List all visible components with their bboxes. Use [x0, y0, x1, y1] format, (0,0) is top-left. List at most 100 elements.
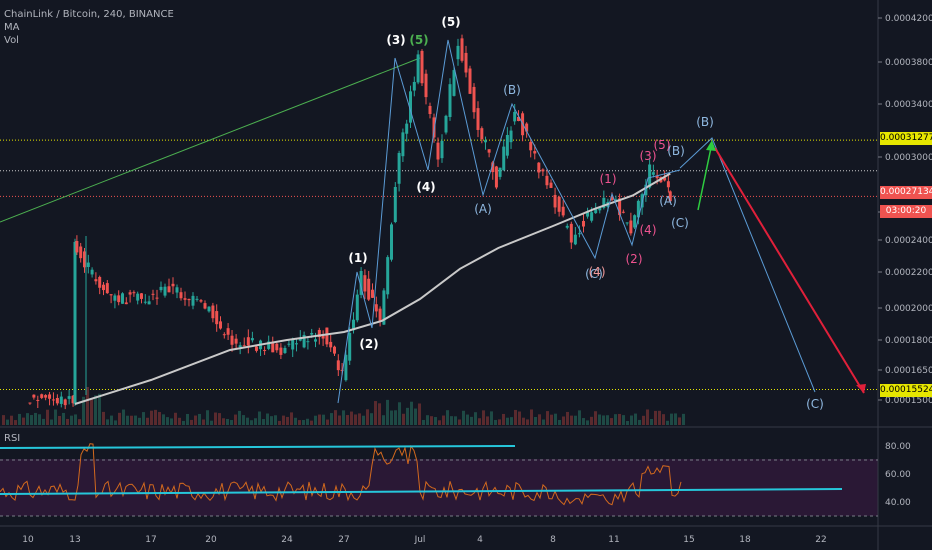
- candle-body: [448, 84, 452, 117]
- candle-body: [359, 271, 363, 295]
- candle-body: [374, 304, 378, 312]
- candle-body: [487, 149, 491, 153]
- symbol-title: ChainLink / Bitcoin, 240, BINANCE: [4, 9, 174, 20]
- volume-bar: [130, 415, 133, 425]
- candle-body: [483, 140, 487, 143]
- resistance-price-tag: 0.00031277: [880, 132, 932, 145]
- volume-bar: [578, 410, 581, 425]
- volume-bar: [206, 410, 209, 425]
- vol-indicator-label[interactable]: Vol: [4, 35, 19, 46]
- candle-body: [533, 151, 537, 154]
- volume-bar: [122, 409, 125, 425]
- volume-bar: [434, 417, 437, 425]
- candle-body: [325, 327, 329, 345]
- candle-body: [436, 142, 440, 160]
- volume-bar: [674, 413, 677, 425]
- countdown-tag: 03:00:20: [880, 205, 932, 218]
- volume-bar: [566, 411, 569, 425]
- wave-label: (5): [654, 138, 671, 152]
- candle-body: [230, 335, 234, 345]
- candle-body: [393, 186, 397, 223]
- candle-body: [586, 211, 590, 217]
- volume-bar: [490, 411, 493, 425]
- candle-body: [215, 311, 219, 325]
- volume-bar: [570, 415, 573, 425]
- volume-bar: [678, 417, 681, 425]
- candle-body: [456, 45, 460, 60]
- candle-body: [275, 343, 279, 351]
- candle-body: [378, 308, 382, 322]
- volume-bar: [70, 415, 73, 425]
- candle-body: [529, 141, 533, 151]
- volume-bar: [494, 419, 497, 425]
- volume-bar: [234, 414, 237, 425]
- volume-bar: [386, 399, 389, 425]
- volume-bar: [358, 413, 361, 425]
- rsi-tick-label: 40.00: [885, 498, 911, 508]
- candle-body: [279, 347, 283, 355]
- candle-body: [211, 305, 215, 319]
- volume-bar: [594, 411, 597, 425]
- volume-bar: [118, 412, 121, 425]
- candle-body: [432, 117, 436, 138]
- candle-body: [651, 172, 655, 175]
- candle-body: [444, 115, 448, 133]
- candle-body: [203, 303, 207, 309]
- volume-bar: [482, 410, 485, 425]
- candle-body: [306, 341, 310, 343]
- volume-bar: [602, 415, 605, 425]
- volume-bar: [202, 419, 205, 425]
- volume-bar: [78, 419, 81, 425]
- wave-label: (3): [640, 149, 657, 163]
- wave-label: (B): [503, 83, 521, 97]
- volume-bar: [26, 413, 29, 425]
- x-tick-label: 8: [550, 535, 556, 545]
- support-price-tag: 0.00015524: [880, 384, 932, 397]
- volume-bar: [150, 410, 153, 425]
- candle-body: [428, 105, 432, 115]
- x-tick-label: 18: [739, 535, 751, 545]
- ma-indicator-label[interactable]: MA: [4, 22, 20, 33]
- candle-body: [71, 395, 75, 404]
- candle-body: [598, 207, 602, 211]
- candle-body: [51, 399, 55, 401]
- x-tick-label: 15: [683, 535, 694, 545]
- volume-bar: [498, 419, 501, 425]
- candle-body: [90, 269, 94, 275]
- wave-label: (C): [585, 267, 603, 281]
- candle-body: [629, 220, 633, 234]
- volume-bar: [30, 415, 33, 425]
- candle-body: [416, 54, 420, 83]
- volume-bar: [274, 415, 277, 425]
- candle-body: [295, 343, 298, 345]
- volume-bar: [634, 413, 637, 425]
- candle-body: [625, 222, 629, 224]
- volume-bar: [530, 409, 533, 425]
- volume-bar: [10, 415, 13, 425]
- wave-label: (2): [626, 252, 643, 266]
- wave-count-line: [337, 39, 681, 404]
- candle-body: [590, 212, 594, 221]
- candle-body: [63, 399, 67, 406]
- volume-bar: [366, 409, 369, 425]
- candle-body: [340, 369, 344, 371]
- volume-bar: [318, 414, 321, 425]
- candle-body: [59, 396, 63, 404]
- volume-bar: [218, 413, 221, 425]
- x-tick-label: 10: [22, 535, 34, 545]
- volume-bar: [354, 414, 357, 425]
- candle-body: [405, 123, 409, 134]
- volume-bar: [422, 419, 425, 425]
- candle-body: [424, 73, 428, 98]
- candle-body: [163, 286, 167, 296]
- rsi-label[interactable]: RSI: [4, 433, 21, 444]
- volume-bar: [146, 417, 149, 425]
- candle-body: [132, 292, 136, 294]
- candle-body: [124, 302, 128, 305]
- volume-bar: [102, 411, 105, 425]
- volume-bar: [326, 419, 329, 425]
